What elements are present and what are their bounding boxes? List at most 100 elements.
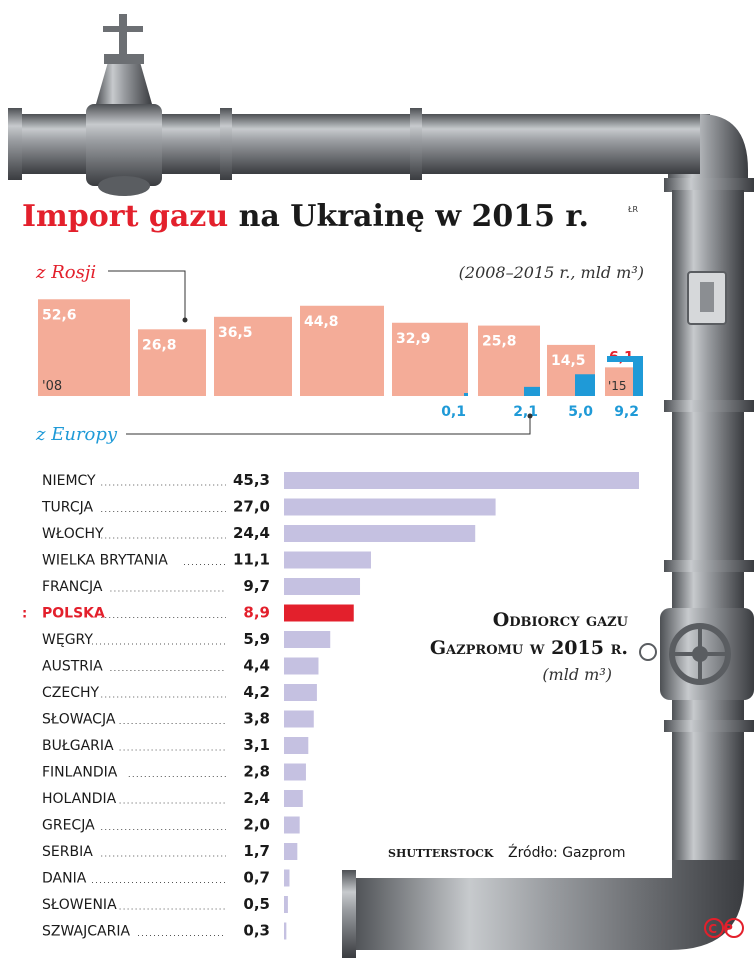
country-value: 8,9 xyxy=(243,604,270,622)
europe-value-2015: 9,2 xyxy=(614,404,639,420)
country-value: 3,8 xyxy=(243,710,270,728)
source-note: Źródło: Gazprom xyxy=(508,843,626,861)
author-initials: ŁR xyxy=(627,205,638,214)
year-end-label: '15 xyxy=(608,379,627,393)
country-value: 2,0 xyxy=(243,816,270,834)
country-bar xyxy=(284,472,639,489)
recipients-title-line1: Odbiorcy gazu xyxy=(493,609,629,631)
russia-label: z Rosji xyxy=(35,262,96,283)
russia-value-2013: 25,8 xyxy=(482,334,517,350)
country-value: 9,7 xyxy=(243,577,270,595)
country-label: AUSTRIA xyxy=(42,659,103,675)
country-bar xyxy=(284,737,309,754)
europe-leader-dot xyxy=(527,413,533,419)
country-value: 0,5 xyxy=(243,895,270,913)
country-bar xyxy=(284,551,371,569)
country-bar xyxy=(284,498,496,516)
russia-bars: 52,626,836,544,832,925,814,56,10,12,15,0… xyxy=(38,299,643,420)
europe-bar-2012 xyxy=(464,393,468,396)
country-bar xyxy=(284,763,306,781)
pipe-illustration xyxy=(8,14,754,958)
country-bar xyxy=(284,657,319,675)
country-bar xyxy=(284,843,298,860)
russia-leader-dot xyxy=(182,317,188,323)
country-value: 45,3 xyxy=(233,471,270,489)
europe-value-2012: 0,1 xyxy=(441,404,466,420)
europe-bar-2013 xyxy=(524,386,540,396)
publisher-logo-text: CP xyxy=(708,922,740,936)
europe-leader-line xyxy=(126,418,531,435)
country-value: 4,4 xyxy=(243,657,270,675)
country-value: 2,8 xyxy=(243,763,270,781)
country-label: SŁOWENIA xyxy=(42,897,117,913)
europe-bar-2015 xyxy=(607,356,643,396)
recipients-unit: (mld m³) xyxy=(542,665,612,684)
country-label: BUŁGARIA xyxy=(42,738,114,754)
country-value: 2,4 xyxy=(243,789,270,807)
country-value: 1,7 xyxy=(243,842,270,860)
country-bar xyxy=(284,631,331,648)
recipients-title-line2: Gazpromu w 2015 r. xyxy=(430,637,628,659)
country-label: WĘGRY xyxy=(42,632,93,648)
russia-bar-2009 xyxy=(138,329,206,396)
europe-value-2013: 2,1 xyxy=(513,404,538,420)
country-bar xyxy=(284,684,317,701)
europe-value-2014: 5,0 xyxy=(568,404,593,420)
country-label: WIELKA BRYTANIA xyxy=(42,553,168,569)
country-bar xyxy=(284,578,361,595)
country-label: HOLANDIA xyxy=(42,791,117,807)
country-bar xyxy=(284,710,314,728)
russia-value-2012: 32,9 xyxy=(396,331,431,347)
period-note: (2008–2015 r., mld m³) xyxy=(459,263,644,282)
country-label: TURCJA xyxy=(41,500,93,516)
country-label: SŁOWACJA xyxy=(42,712,116,728)
russia-bar-2008 xyxy=(38,299,130,396)
publisher-logo: CP xyxy=(704,918,744,938)
country-value: 24,4 xyxy=(233,524,270,542)
russia-bar-2012 xyxy=(392,322,468,396)
russia-value-2010: 36,5 xyxy=(218,325,253,341)
russia-value-2011: 44,8 xyxy=(304,314,339,330)
country-bar xyxy=(284,816,300,834)
highlight-marker: : xyxy=(22,607,27,622)
country-bar xyxy=(284,790,303,807)
country-label: SZWAJCARIA xyxy=(42,924,130,940)
country-label: FINLANDIA xyxy=(42,765,118,781)
country-label: SERBIA xyxy=(42,844,93,860)
title-part1: Import gazu xyxy=(22,199,228,234)
europe-label: z Europy xyxy=(35,424,118,445)
country-value: 27,0 xyxy=(233,498,270,516)
country-value: 4,2 xyxy=(243,683,270,701)
country-label: NIEMCY xyxy=(42,473,96,489)
recipients-bars: NIEMCY 45,3 TURCJA 27,0 WŁOCHY 24,4 WIELKA BRY… xyxy=(22,471,639,940)
country-bar xyxy=(284,896,288,913)
country-bar xyxy=(284,922,287,940)
europe-bar-2014 xyxy=(575,374,595,396)
russia-value-2009: 26,8 xyxy=(142,337,177,353)
year-start-label: '08 xyxy=(42,379,62,394)
country-label: GRECJA xyxy=(42,818,95,834)
country-value: 11,1 xyxy=(233,551,270,569)
country-bar xyxy=(284,525,476,542)
country-value: 0,7 xyxy=(243,869,270,887)
photo-credit: SHUTTERSTOCK xyxy=(388,847,494,860)
russia-bar-2010 xyxy=(214,316,292,396)
russia-bar-2011 xyxy=(300,305,384,396)
country-value: 0,3 xyxy=(243,922,270,940)
country-bar xyxy=(284,869,290,887)
country-label: CZECHY xyxy=(42,685,100,701)
country-value: 3,1 xyxy=(243,736,270,754)
russia-bar-2013 xyxy=(478,325,540,396)
country-bar xyxy=(284,604,354,622)
country-value: 5,9 xyxy=(243,630,270,648)
country-label: WŁOCHY xyxy=(42,526,104,542)
russia-value-2008: 52,6 xyxy=(42,307,77,323)
russia-leader-line xyxy=(108,270,186,318)
title-part2: na Ukrainę w 2015 r. xyxy=(228,199,589,234)
country-label: FRANCJA xyxy=(42,579,103,595)
country-label: DANIA xyxy=(42,871,87,887)
svg-text:Import gazu na Ukrainę w 2015: Import gazu na Ukrainę w 2015 r. xyxy=(22,199,589,234)
russia-value-2014: 14,5 xyxy=(551,353,586,369)
country-label: POLSKA xyxy=(42,606,105,622)
